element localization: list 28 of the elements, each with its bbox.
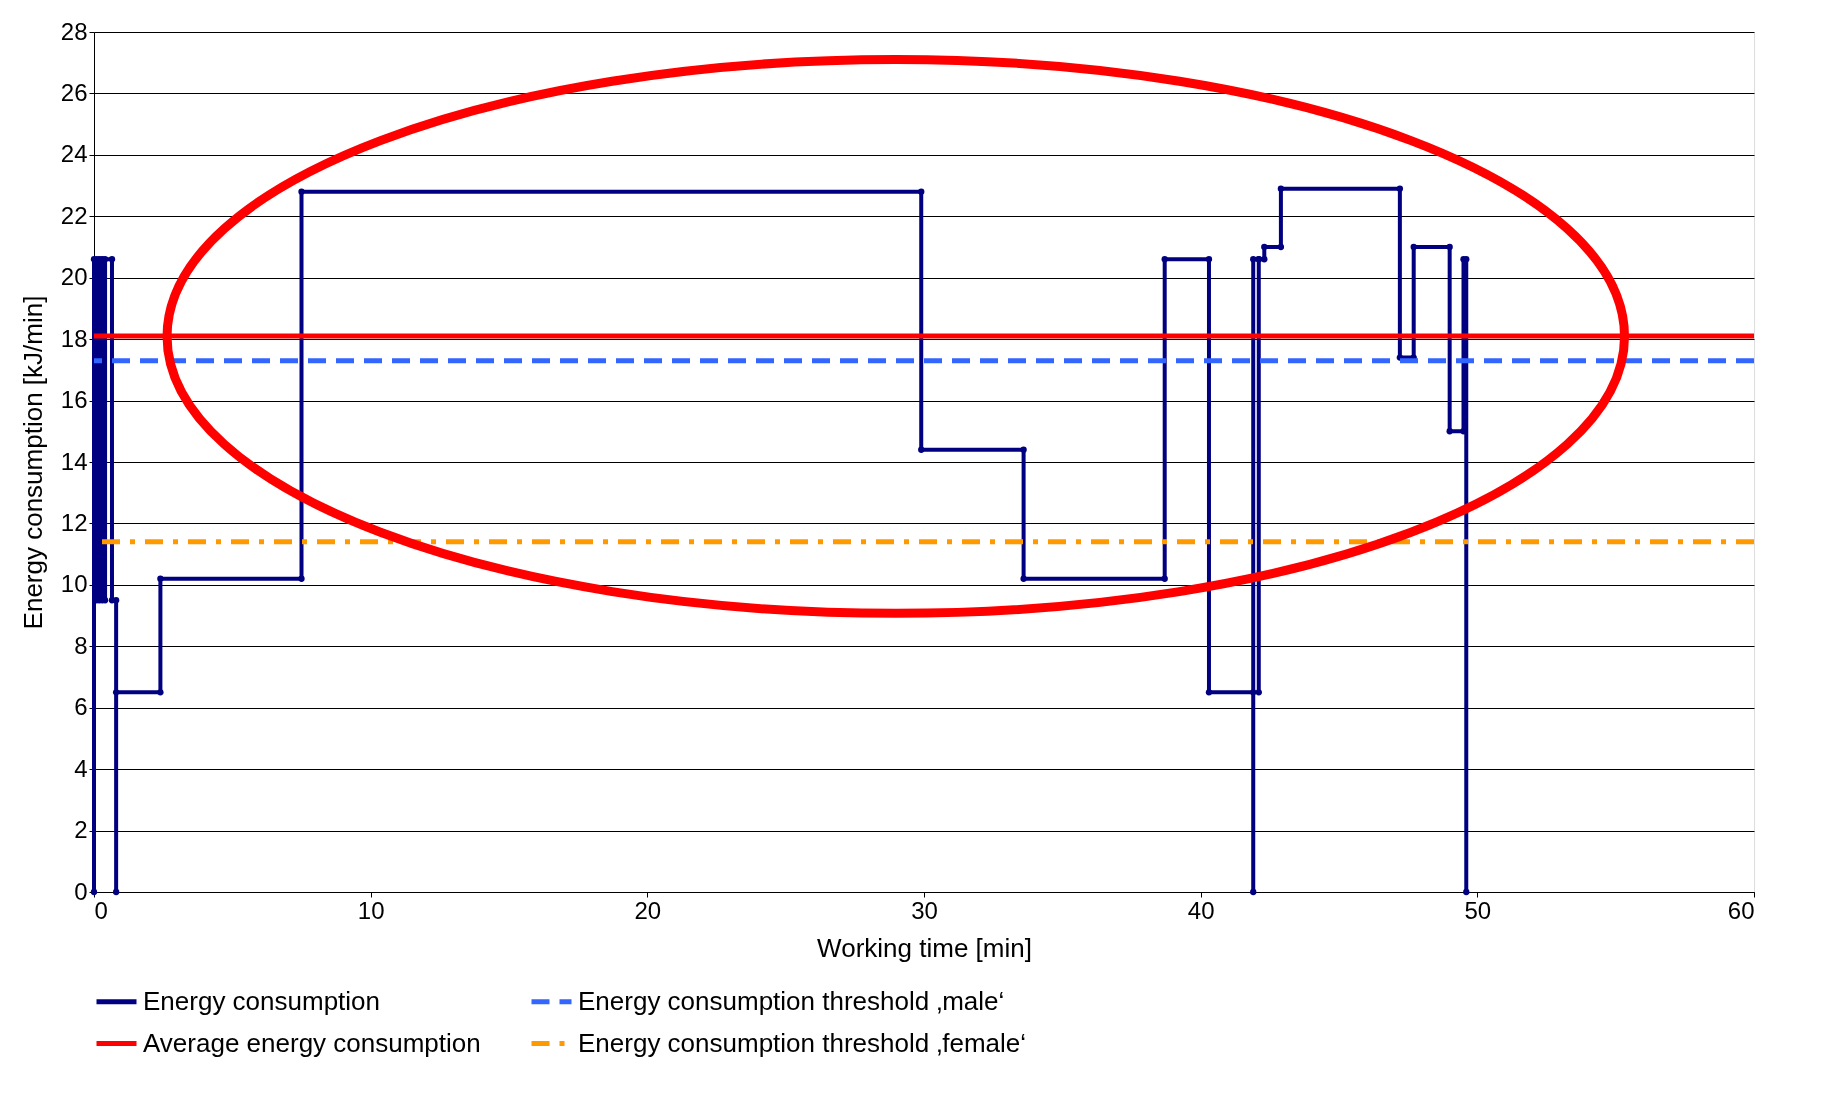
y-tick-label: 4 [74,754,88,782]
y-tick-label: 18 [60,324,88,352]
y-tick-label: 20 [60,263,88,291]
y-tick-label: 10 [60,570,88,598]
legend-label: Average energy consumption [143,1027,481,1058]
y-tick-label: 0 [74,877,88,905]
x-tick-label: 60 [1727,896,1755,924]
y-tick-label: 12 [60,508,88,536]
legend-label: Energy consumption threshold ‚male‘ [578,985,1005,1016]
y-tick-label: 26 [60,78,88,106]
x-tick-label: 0 [94,896,108,924]
y-tick-label: 22 [60,201,88,229]
y-tick-label: 6 [74,693,88,721]
x-axis-title: Working time [min] [817,932,1032,963]
y-axis-title: Energy consumption [kJ/min] [17,295,48,630]
y-tick-label: 14 [60,447,88,475]
x-tick-label: 10 [357,896,385,924]
y-tick-label: 2 [74,816,88,844]
legend-label: Energy consumption [143,985,381,1016]
y-tick-label: 16 [60,386,88,414]
x-tick-label: 50 [1464,896,1492,924]
y-tick-label: 24 [60,140,88,168]
x-tick-label: 30 [911,896,938,924]
y-tick-label: 8 [74,631,88,659]
y-tick-label: 28 [60,17,88,45]
x-tick-label: 40 [1187,896,1215,924]
x-tick-label: 20 [634,896,662,924]
legend-label: Energy consumption threshold ‚female‘ [578,1027,1027,1058]
